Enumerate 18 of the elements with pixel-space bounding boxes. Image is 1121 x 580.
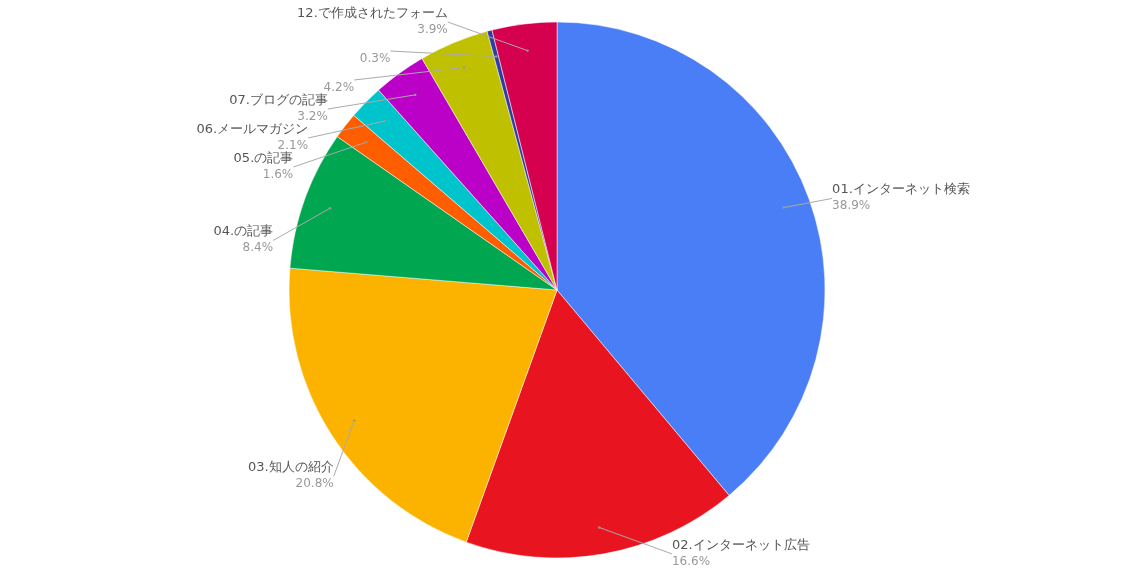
data-label: 4.2%	[323, 80, 355, 94]
slice-label: 06.メールマガジン	[196, 121, 309, 136]
slice-label: 02.インターネット広告	[671, 536, 810, 552]
data-label: 1.6%	[262, 167, 294, 181]
slice-label: 12.で作成されたフォーム	[297, 5, 448, 20]
data-label: 8.4%	[242, 240, 274, 255]
slice-label: 05.の記事	[233, 150, 294, 165]
slice-label: 01.インターネット検索	[832, 181, 970, 197]
data-label: 20.8%	[295, 476, 334, 491]
slice-label: 03.知人の紹介	[248, 459, 334, 475]
data-label: 3.9%	[417, 22, 448, 36]
slice-label: 07.ブログの記事	[229, 92, 328, 107]
data-label: 2.1%	[277, 138, 309, 152]
data-label: 16.6%	[671, 553, 711, 568]
data-label: 0.3%	[359, 51, 391, 65]
data-label: 38.9%	[832, 198, 871, 213]
data-label: 3.2%	[297, 109, 328, 123]
slice-label: 04.の記事	[213, 223, 274, 239]
